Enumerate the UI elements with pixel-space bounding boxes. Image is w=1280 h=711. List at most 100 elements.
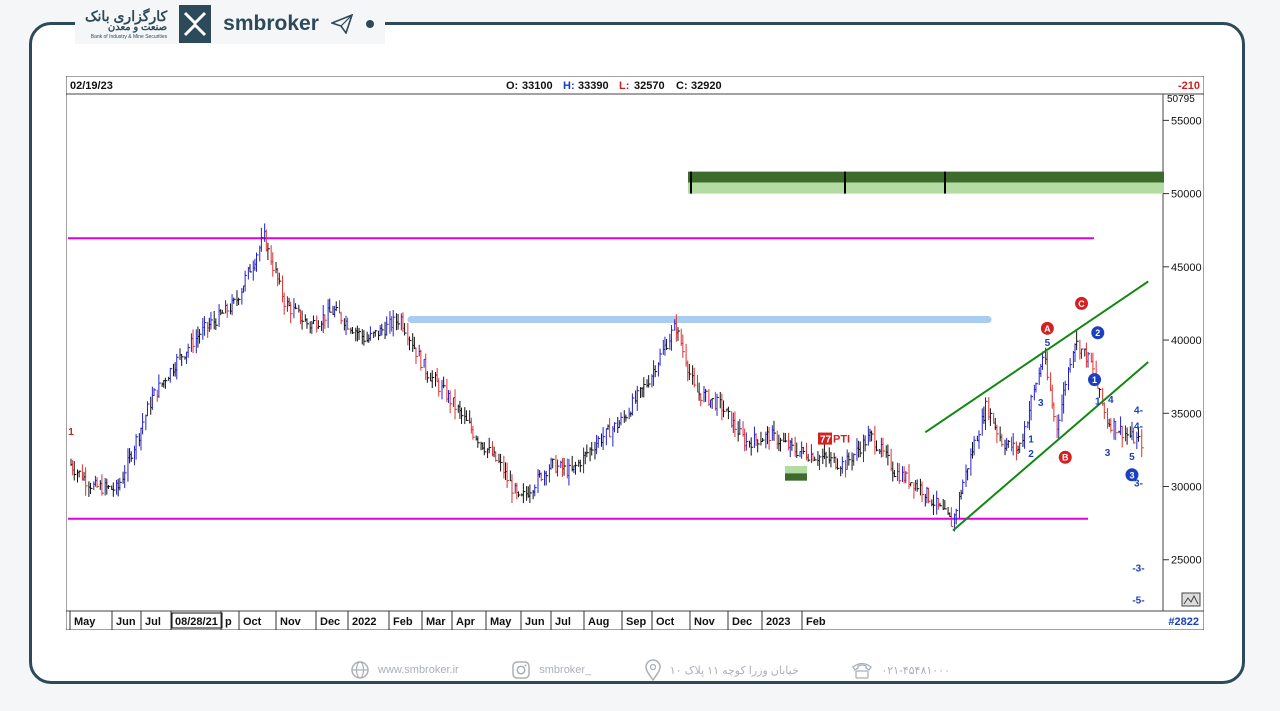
instagram-icon bbox=[512, 661, 530, 679]
bank-name-en: Bank of Industry & Mine Securities bbox=[90, 33, 168, 40]
x-tick-label: Jun bbox=[525, 616, 545, 628]
wave-label-4: 2 bbox=[1095, 328, 1100, 338]
wave-marker-1 bbox=[1040, 321, 1054, 335]
wave-count-0: 1 bbox=[68, 427, 74, 438]
x-tick-label: Dec bbox=[732, 616, 752, 628]
wave-marker-3 bbox=[1058, 450, 1072, 464]
header-date: 02/19/23 bbox=[70, 80, 113, 92]
y-tick-label: 30000 bbox=[1171, 482, 1202, 494]
x-tick-label: Jul bbox=[145, 616, 161, 628]
price-bars bbox=[70, 223, 1144, 532]
location-pin-icon bbox=[645, 659, 661, 681]
chart-id-label: #2822 bbox=[1168, 616, 1199, 628]
open-label: O: bbox=[506, 80, 518, 92]
low-label: L: bbox=[619, 80, 629, 92]
y-tick-label: 25000 bbox=[1171, 555, 1202, 567]
brand-header: کارگزاری بانک صنعت و معدن Bank of Indust… bbox=[75, 4, 385, 44]
x-tick-label: Apr bbox=[456, 616, 476, 628]
target-zone-light bbox=[688, 182, 1164, 194]
wave-count-17: 3- bbox=[1134, 479, 1143, 490]
close-value: 32920 bbox=[691, 80, 722, 92]
x-tick-label: 2023 bbox=[766, 616, 790, 628]
footer-website[interactable]: www.smbroker.ir bbox=[350, 660, 459, 680]
price-chart: 02/19/23 O: 33100 H: 33390 L: 32570 C: 3… bbox=[65, 75, 1205, 631]
website-text: www.smbroker.ir bbox=[378, 664, 459, 676]
x-tick-label: Oct bbox=[243, 616, 262, 628]
channel-lower bbox=[952, 361, 1149, 532]
bank-logo-text: کارگزاری بانک صنعت و معدن Bank of Indust… bbox=[85, 9, 167, 40]
low-value: 32570 bbox=[634, 80, 665, 92]
wave-count-15: 4- bbox=[1134, 405, 1143, 416]
wave-count-18: -3- bbox=[1132, 563, 1144, 574]
wave-label-1: A bbox=[1044, 324, 1051, 334]
zoom-icon-glyph bbox=[1183, 594, 1199, 605]
globe-icon bbox=[351, 661, 369, 679]
x-tick-label: 08/28/21 bbox=[175, 616, 218, 628]
y-tick-label: 35000 bbox=[1171, 408, 1202, 420]
x-tick-label: May bbox=[74, 616, 96, 628]
wave-count-8: 3 bbox=[1038, 398, 1044, 409]
wave-count-9: 1 bbox=[1028, 435, 1034, 446]
x-tick-label: Nov bbox=[280, 616, 302, 628]
x-tick-label: p bbox=[225, 616, 232, 628]
x-tick-label: May bbox=[490, 616, 512, 628]
footer-phone[interactable]: ۰۲۱-۴۵۴۸۱۰۰۰ bbox=[851, 660, 950, 680]
footer-instagram[interactable]: smbroker_ bbox=[511, 660, 591, 680]
wave-count-10: 2 bbox=[1028, 449, 1034, 460]
y-tick-label: 55000 bbox=[1171, 115, 1202, 127]
x-tick-label: Mar bbox=[426, 616, 446, 628]
x-tick-label: Oct bbox=[656, 616, 675, 628]
wave-count-19: -5- bbox=[1132, 596, 1144, 607]
y-tick-label: 40000 bbox=[1171, 335, 1202, 347]
wave-marker-2 bbox=[1075, 296, 1089, 310]
entry-zone-dark bbox=[785, 473, 807, 481]
x-tick-label: Feb bbox=[806, 616, 826, 628]
dot-icon bbox=[365, 20, 374, 28]
high-value: 33390 bbox=[578, 80, 609, 92]
y-tick-label: 50000 bbox=[1171, 189, 1202, 201]
x-tick-label: Jun bbox=[116, 616, 136, 628]
smbroker-logo-text: smbroker bbox=[223, 12, 319, 35]
x-cursor-box bbox=[171, 612, 223, 629]
x-tick-label: Feb bbox=[393, 616, 413, 628]
bank-logo-icon bbox=[179, 5, 212, 43]
footer-bar: www.smbroker.ir smbroker_ خیابان وزرا کو… bbox=[350, 657, 950, 683]
y-tick-label: 45000 bbox=[1171, 262, 1202, 274]
wave-count-14: 5 bbox=[1129, 452, 1135, 463]
x-tick-label: Dec bbox=[320, 616, 340, 628]
x-tick-label: 2022 bbox=[352, 616, 376, 628]
open-value: 33100 bbox=[522, 80, 553, 92]
wave-marker-4 bbox=[1091, 326, 1105, 340]
x-tick-label: Aug bbox=[588, 616, 609, 628]
instagram-text: smbroker_ bbox=[539, 664, 592, 676]
bank-name-line2: صنعت و معدن bbox=[107, 21, 168, 33]
address-text: خیابان وزرا کوچه ۱۱ پلاک ۱۰ bbox=[669, 664, 799, 677]
paper-plane-icon bbox=[330, 14, 353, 34]
phone-icon bbox=[852, 662, 873, 679]
top-price-partial: 50795 bbox=[1167, 94, 1195, 105]
x-axis: May Jun Jul 08/28/21 p Oct Nov Dec 2022 Feb Mar Apr… bbox=[69, 611, 826, 630]
wave-count-7: 5 bbox=[1045, 338, 1051, 349]
y-axis: 25000 30000 35000 40000 45000 50000 55000 bbox=[1163, 115, 1202, 567]
phone-text: ۰۲۱-۴۵۴۸۱۰۰۰ bbox=[881, 664, 950, 677]
chart-container: 02/19/23 O: 33100 H: 33390 L: 32570 C: 3… bbox=[65, 75, 1205, 631]
wave-label-5: 1 bbox=[1092, 375, 1097, 385]
entry-zone-light bbox=[785, 466, 807, 474]
change-value: -210 bbox=[1178, 80, 1200, 92]
wave-count-13: 3 bbox=[1105, 448, 1111, 459]
wave-count-11: 1 bbox=[1095, 396, 1101, 407]
close-label: C: bbox=[676, 80, 688, 92]
wave-count-12: 4 bbox=[1108, 395, 1114, 406]
pti-badge-value: 77 bbox=[820, 435, 832, 446]
zoom-icon[interactable] bbox=[1181, 592, 1201, 607]
pti-label: PTI bbox=[833, 434, 850, 446]
wave-count-16: 4- bbox=[1134, 421, 1143, 432]
target-zone-dark bbox=[688, 171, 1164, 183]
x-tick-label: Nov bbox=[694, 616, 716, 628]
wave-marker-6 bbox=[1125, 468, 1139, 482]
channel-upper bbox=[924, 280, 1149, 434]
high-label: H: bbox=[563, 80, 575, 92]
pti-badge-box bbox=[818, 432, 832, 445]
x-tick-label: Jul bbox=[555, 616, 571, 628]
